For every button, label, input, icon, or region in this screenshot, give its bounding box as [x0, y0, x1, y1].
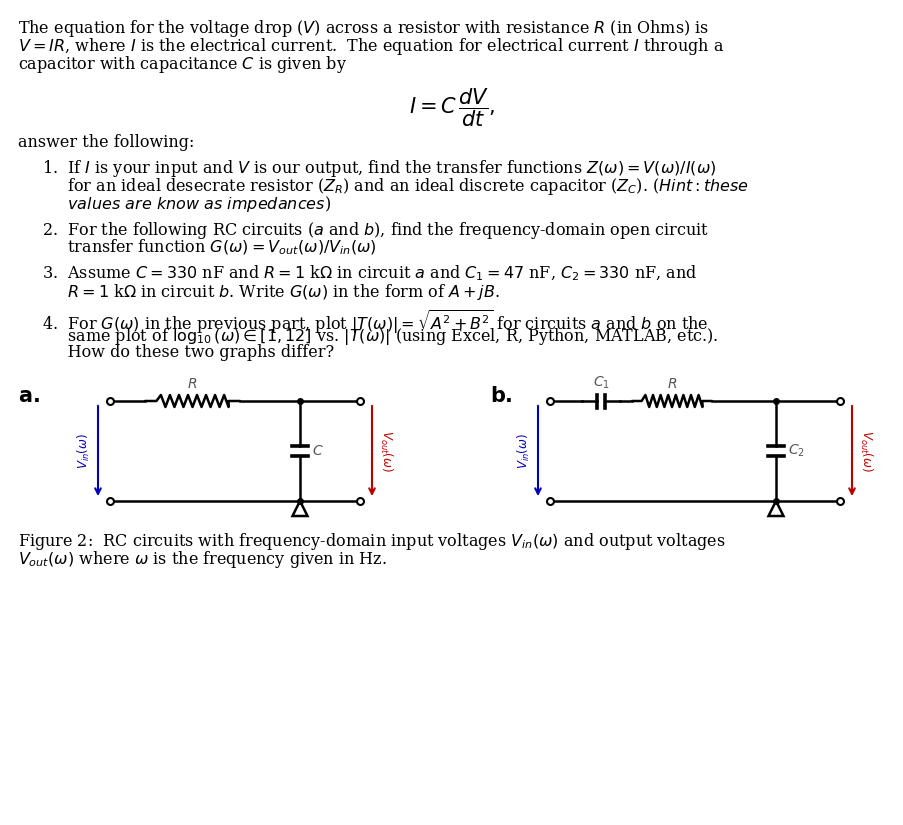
- Text: capacitor with capacitance $C$ is given by: capacitor with capacitance $C$ is given …: [18, 54, 347, 75]
- Text: $\mathbf{b.}$: $\mathbf{b.}$: [489, 386, 512, 406]
- Text: $R = 1$ k$\Omega$ in circuit $b$. Write $G(\omega)$ in the form of $A + jB$.: $R = 1$ k$\Omega$ in circuit $b$. Write …: [42, 282, 499, 302]
- Text: $V_{out}(\omega)$: $V_{out}(\omega)$: [377, 430, 394, 472]
- Text: The equation for the voltage drop ($V$) across a resistor with resistance $R$ (i: The equation for the voltage drop ($V$) …: [18, 18, 708, 39]
- Text: $R$: $R$: [666, 377, 676, 391]
- Text: $R$: $R$: [187, 377, 198, 391]
- Text: $C$: $C$: [312, 444, 323, 458]
- Text: How do these two graphs differ?: How do these two graphs differ?: [42, 344, 334, 361]
- Text: 3.  Assume $C = 330$ nF and $R = 1$ k$\Omega$ in circuit $a$ and $C_1 = 47$ nF, : 3. Assume $C = 330$ nF and $R = 1$ k$\Om…: [42, 264, 696, 284]
- Text: $I = C\,\dfrac{dV}{dt},$: $I = C\,\dfrac{dV}{dt},$: [408, 86, 495, 129]
- Text: for an ideal desecrate resistor ($Z_R$) and an ideal discrete capacitor ($Z_C$).: for an ideal desecrate resistor ($Z_R$) …: [42, 176, 748, 197]
- Text: $\mathbf{a.}$: $\mathbf{a.}$: [18, 386, 40, 406]
- Text: 4.  For $G(\omega)$ in the previous part, plot $|T(\omega)| = \sqrt{A^2 + B^2}$ : 4. For $G(\omega)$ in the previous part,…: [42, 308, 708, 336]
- Text: $C_2$: $C_2$: [787, 443, 804, 460]
- Text: $V_{out}(\omega)$: $V_{out}(\omega)$: [857, 430, 873, 472]
- Text: 1.  If $I$ is your input and $V$ is our output, find the transfer functions $Z(\: 1. If $I$ is your input and $V$ is our o…: [42, 158, 716, 179]
- Text: answer the following:: answer the following:: [18, 134, 194, 151]
- Text: $V = IR$, where $I$ is the electrical current.  The equation for electrical curr: $V = IR$, where $I$ is the electrical cu…: [18, 36, 723, 57]
- Text: same plot of $\log_{10}(\omega) \in [1, 12]$ vs. $|T(\omega)|$ (using Excel, R, : same plot of $\log_{10}(\omega) \in [1, …: [42, 326, 718, 347]
- Text: Figure 2:  RC circuits with frequency-domain input voltages $V_{in}(\omega)$ and: Figure 2: RC circuits with frequency-dom…: [18, 531, 725, 552]
- Text: $V_{in}(\omega)$: $V_{in}(\omega)$: [516, 433, 532, 469]
- Text: $\mathit{values\ are\ know\ as\ impedances}$): $\mathit{values\ are\ know\ as\ impedanc…: [42, 194, 330, 214]
- Text: $V_{out}(\omega)$ where $\omega$ is the frequency given in Hz.: $V_{out}(\omega)$ where $\omega$ is the …: [18, 549, 386, 570]
- Text: $C_1$: $C_1$: [591, 375, 609, 391]
- Text: transfer function $G(\omega) = V_{out}(\omega)/V_{in}(\omega)$: transfer function $G(\omega) = V_{out}(\…: [42, 238, 377, 257]
- Text: $V_{in}(\omega)$: $V_{in}(\omega)$: [76, 433, 92, 469]
- Text: 2.  For the following RC circuits ($a$ and $b$), find the frequency-domain open : 2. For the following RC circuits ($a$ an…: [42, 220, 708, 241]
